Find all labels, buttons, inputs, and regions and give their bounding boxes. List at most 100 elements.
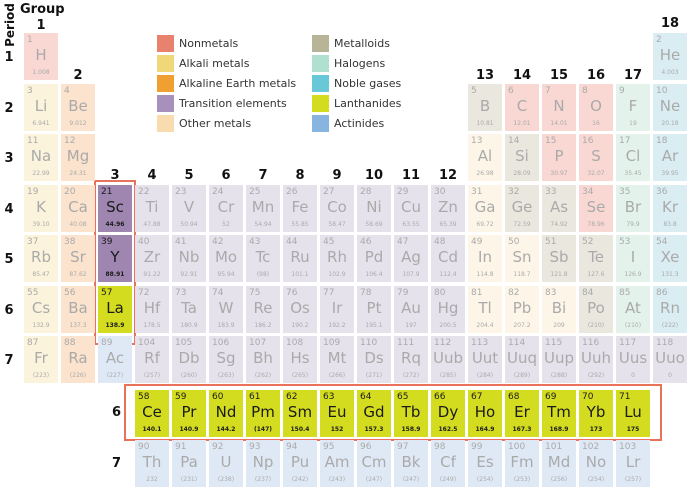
element-uuh: 116 Uuh (292) [579, 336, 613, 383]
element-symbol: Fr [34, 349, 48, 367]
atomic-number: 70 [582, 392, 594, 402]
element-symbol: Pu [290, 453, 310, 471]
element-symbol: Rn [660, 299, 680, 317]
atomic-mass: 152 [330, 426, 344, 433]
atomic-mass: 200.5 [439, 322, 457, 329]
atomic-mass: 39.10 [32, 221, 50, 228]
atomic-number: 69 [545, 392, 557, 402]
element-as: 33 As 74.92 [542, 185, 576, 232]
atomic-mass: 0 [631, 372, 635, 379]
atomic-number: 106 [212, 338, 230, 348]
element-no: 102 No (254) [579, 440, 613, 487]
element-cr: 24 Cr 52 [209, 185, 243, 232]
element-bi: 83 Bi 209 [542, 286, 576, 333]
atomic-mass: 35.45 [624, 170, 642, 177]
element-symbol: Li [34, 97, 48, 115]
atomic-mass: 26.98 [476, 170, 494, 177]
element-symbol: Pd [364, 248, 384, 266]
atomic-mass: (242) [291, 476, 309, 483]
atomic-number: 55 [27, 288, 39, 298]
element-he: 2 He 4.003 [653, 33, 687, 80]
element-ca: 20 Ca 40.08 [61, 185, 95, 232]
legend-item-actinide: Actinides [312, 114, 384, 132]
atomic-mass: 85.47 [32, 271, 50, 278]
atomic-number: 8 [582, 86, 588, 96]
element-symbol: Ga [474, 198, 496, 216]
element-symbol: Uup [543, 349, 574, 367]
element-symbol: Fe [291, 198, 309, 216]
atomic-mass: 138.9 [105, 322, 125, 329]
element-symbol: Ce [142, 403, 162, 421]
element-be: 4 Be 9.012 [61, 84, 95, 131]
element-symbol: Lu [624, 403, 642, 421]
atomic-number: 50 [508, 237, 520, 247]
element-symbol: Ge [511, 198, 533, 216]
element-ti: 22 Ti 47.88 [135, 185, 169, 232]
atomic-number: 29 [397, 187, 409, 197]
element-sg: 106 Sg (263) [209, 336, 243, 383]
element-symbol: U [220, 453, 232, 471]
atomic-mass: 178.5 [143, 322, 161, 329]
element-uup: 115 Uup (288) [542, 336, 576, 383]
atomic-mass: 131.3 [661, 271, 679, 278]
atomic-number: 30 [434, 187, 446, 197]
element-rn: 86 Rn (222) [653, 286, 687, 333]
element-symbol: C [516, 97, 528, 115]
element-hf: 72 Hf 178.5 [135, 286, 169, 333]
element-symbol: Ru [290, 248, 310, 266]
legend-label: Metalloids [334, 36, 390, 50]
element-cu: 29 Cu 63.55 [394, 185, 428, 232]
atomic-mass: 88.91 [105, 271, 125, 278]
element-pr: 59 Pr 140.9 [172, 390, 206, 437]
element-sc: 21 Sc 44.96 [98, 185, 132, 232]
element-symbol: Ba [68, 299, 88, 317]
atomic-number: 3 [27, 86, 33, 96]
element-symbol: Ca [68, 198, 88, 216]
element-ho: 67 Ho 164.9 [468, 390, 502, 437]
atomic-number: 67 [471, 392, 483, 402]
atomic-mass: 192.2 [328, 322, 346, 329]
element-symbol: Ag [401, 248, 421, 266]
element-symbol: In [478, 248, 492, 266]
element-symbol: Es [476, 453, 494, 471]
group-label-13: 13 [475, 68, 495, 83]
atomic-mass: 204.4 [476, 322, 494, 329]
element-symbol: Si [515, 147, 529, 165]
atomic-mass: 55.85 [291, 221, 309, 228]
element-symbol: Tc [255, 248, 271, 266]
atomic-number: 59 [175, 392, 187, 402]
element-uus: 117 Uus 0 [616, 336, 650, 383]
atomic-mass: 150.4 [290, 426, 310, 433]
atomic-mass: 162.5 [438, 426, 458, 433]
element-symbol: Po [587, 299, 605, 317]
element-al: 13 Al 26.98 [468, 134, 502, 181]
group-label-11: 11 [401, 168, 421, 183]
element-symbol: Er [514, 403, 530, 421]
element-symbol: Hg [437, 299, 459, 317]
atomic-mass: (243) [328, 476, 346, 483]
element-symbol: He [659, 46, 681, 64]
atomic-mass: 107.9 [402, 271, 420, 278]
group-label-17: 17 [623, 68, 643, 83]
element-ar: 18 Ar 39.95 [653, 134, 687, 181]
legend-item-lanthanide: Lanthanides [312, 94, 401, 112]
element-gd: 64 Gd 157.3 [357, 390, 391, 437]
atomic-mass: 50.94 [180, 221, 198, 228]
atomic-mass: 30.97 [550, 170, 568, 177]
atomic-number: 16 [582, 136, 594, 146]
atomic-mass: 95.94 [217, 271, 235, 278]
element-symbol: Uuh [581, 349, 611, 367]
element-symbol: Ta [181, 299, 197, 317]
element-symbol: Mo [214, 248, 238, 266]
element-y: 39 Y 88.91 [98, 235, 132, 282]
atomic-number: 54 [656, 237, 668, 247]
atomic-mass: 195.1 [365, 322, 383, 329]
atomic-number: 109 [323, 338, 341, 348]
element-symbol: Na [30, 147, 52, 165]
atomic-mass: 1.008 [32, 69, 50, 76]
atomic-mass: 144.2 [216, 426, 236, 433]
element-symbol: S [591, 147, 601, 165]
group-label-4: 4 [147, 168, 157, 183]
element-eu: 63 Eu 152 [320, 390, 354, 437]
group-label-15: 15 [549, 68, 569, 83]
